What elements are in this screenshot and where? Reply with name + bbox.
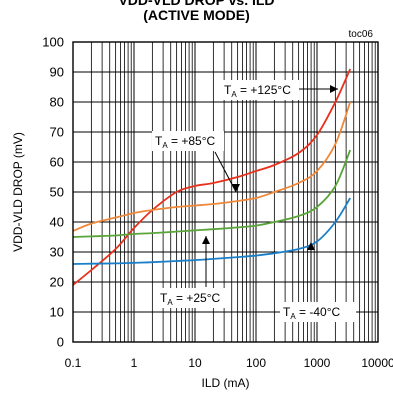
y-tick-label: 30 <box>50 245 64 260</box>
x-tick-label: 1000 <box>304 356 331 370</box>
x-axis-label: ILD (mA) <box>202 376 250 390</box>
y-tick-label: 40 <box>50 215 64 230</box>
series-line-2 <box>72 149 352 238</box>
series-label-3: TA = -40°C <box>283 305 341 321</box>
series-label-box-2 <box>157 288 229 308</box>
series-label-box-1 <box>152 131 224 151</box>
y-tick-label: 60 <box>50 155 64 170</box>
series-leader-arrow-0 <box>330 85 338 93</box>
y-tick-label: 70 <box>50 125 64 140</box>
series-leader-line-1 <box>214 151 237 193</box>
y-tick-label: 0 <box>57 335 64 350</box>
y-tick-label: 50 <box>50 185 64 200</box>
series-label-1: TA = +85°C <box>155 134 216 150</box>
series-line-1 <box>72 101 352 232</box>
series-leader-arrow-3 <box>307 242 315 250</box>
series-label-box-0 <box>221 80 299 100</box>
series-label-0: TA = +125°C <box>224 83 291 99</box>
series-line-3 <box>72 197 351 265</box>
y-axis-label: VDD-VLD DROP (mV) <box>11 132 25 252</box>
x-tick-label: 10 <box>188 356 202 370</box>
x-tick-label: 0.1 <box>65 356 82 370</box>
series-label-2: TA = +25°C <box>160 291 221 307</box>
series-line-0 <box>72 68 352 286</box>
label-layer: TA = +125°C TA = +85°C TA = +25°C TA = -40°… <box>152 80 356 322</box>
y-tick-label: 90 <box>50 65 64 80</box>
chart-title-line-1: VDD-VLD DROP vs. ILD <box>118 0 275 8</box>
y-tick-label: 100 <box>42 35 64 50</box>
y-tick-label: 80 <box>50 95 64 110</box>
x-tick-label: 10000 <box>361 356 393 370</box>
axis-layer: 0 10 20 30 40 50 60 70 80 90 100 0.1 1 10 100 1000 10000… <box>11 29 393 390</box>
x-tick-label: 1 <box>131 356 138 370</box>
x-tick-label: 100 <box>246 356 266 370</box>
plot-frame <box>72 41 379 343</box>
y-tick-label: 20 <box>50 275 64 290</box>
series-leader-arrow-1 <box>232 184 240 192</box>
y-tick-label: 10 <box>50 305 64 320</box>
chart-code-label: toc06 <box>349 29 374 40</box>
series-layer <box>72 68 352 286</box>
series-label-box-3 <box>280 302 356 322</box>
series-leader-arrow-2 <box>202 236 210 244</box>
chart-title-line-2: (ACTIVE MODE) <box>143 7 250 23</box>
